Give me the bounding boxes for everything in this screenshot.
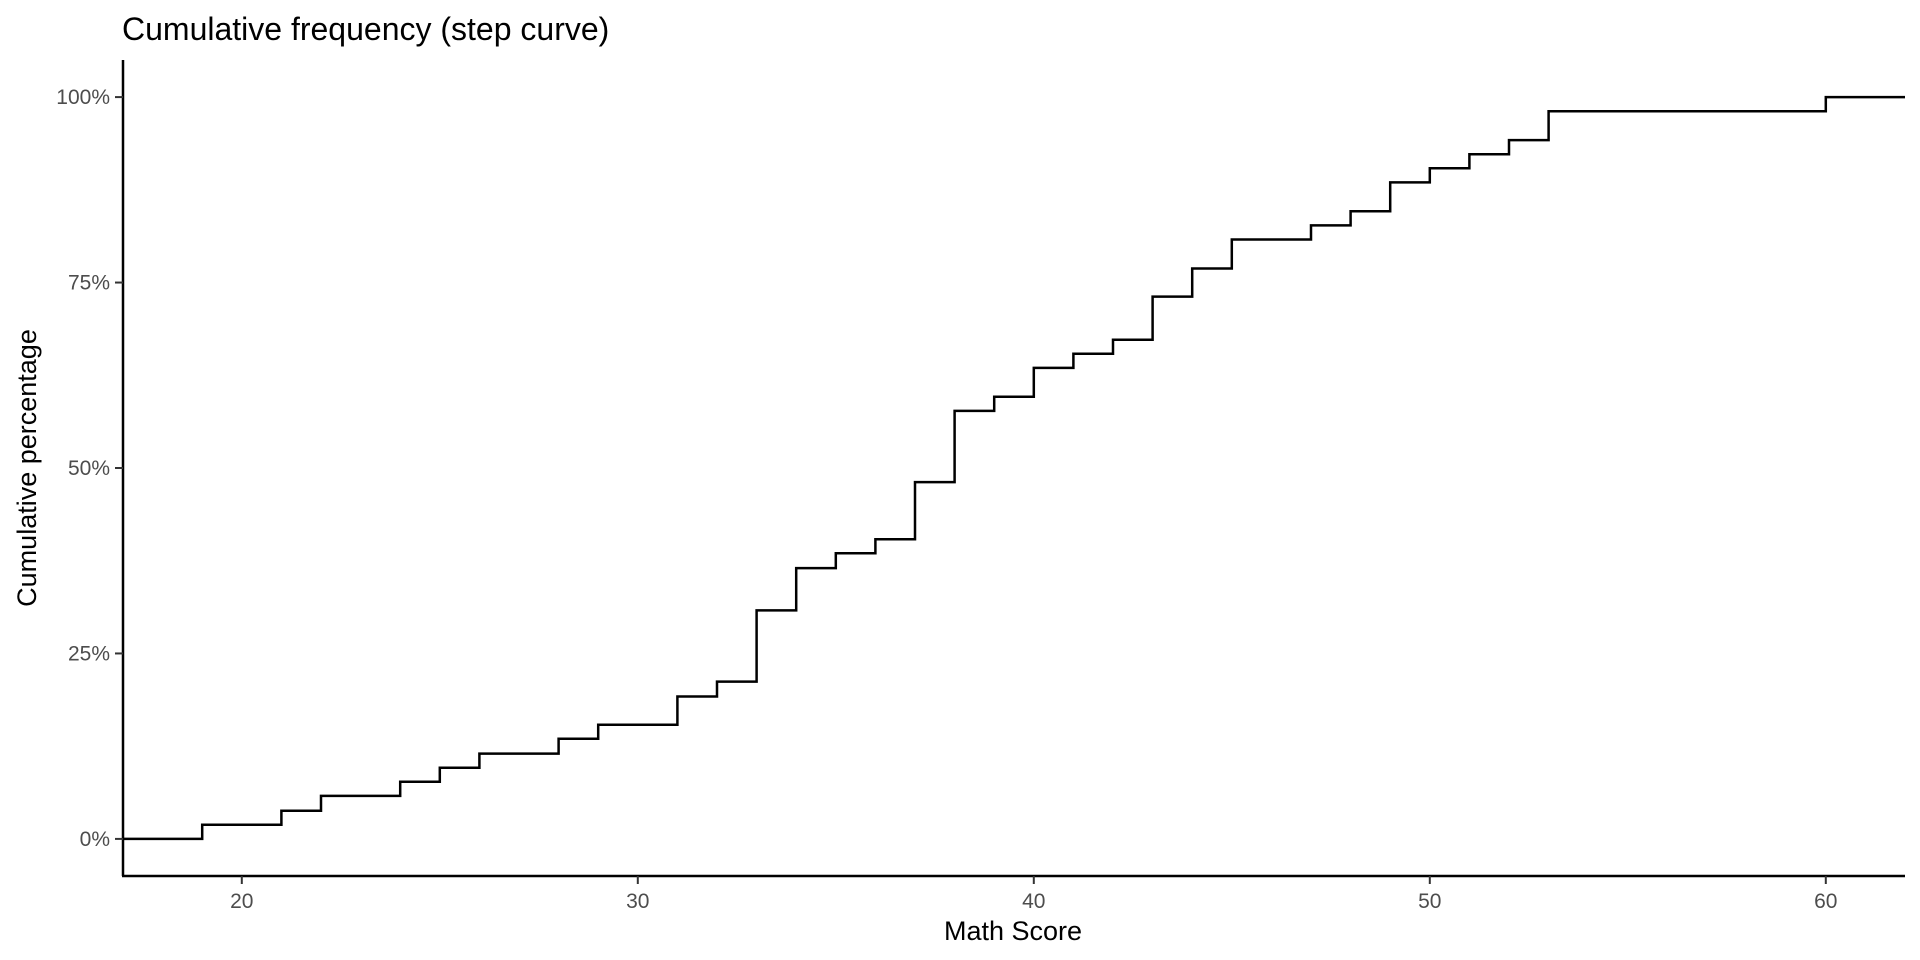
x-tick-label: 20: [230, 890, 253, 913]
y-tick-label: 50%: [68, 457, 110, 480]
x-axis-title: Math Score: [944, 916, 1082, 946]
plot-area: [123, 95, 1905, 841]
step-curve-series-0: [123, 95, 1905, 841]
y-tick-label: 0%: [80, 828, 110, 851]
y-tick-label: 100%: [56, 86, 110, 109]
x-tick-label: 30: [626, 890, 649, 913]
x-tick-label: 60: [1814, 890, 1837, 913]
x-tick-label: 40: [1022, 890, 1045, 913]
y-axis-title: Cumulative percentage: [12, 329, 42, 607]
y-tick-label: 75%: [68, 272, 110, 295]
y-axis-ticks: 0% 25% 50% 75% 100%: [56, 86, 123, 851]
x-axis-ticks: 20 30 40 50 60: [230, 876, 1837, 913]
y-tick-label: 25%: [68, 642, 110, 665]
chart-title: Cumulative frequency (step curve): [122, 11, 609, 47]
x-tick-label: 50: [1418, 890, 1441, 913]
